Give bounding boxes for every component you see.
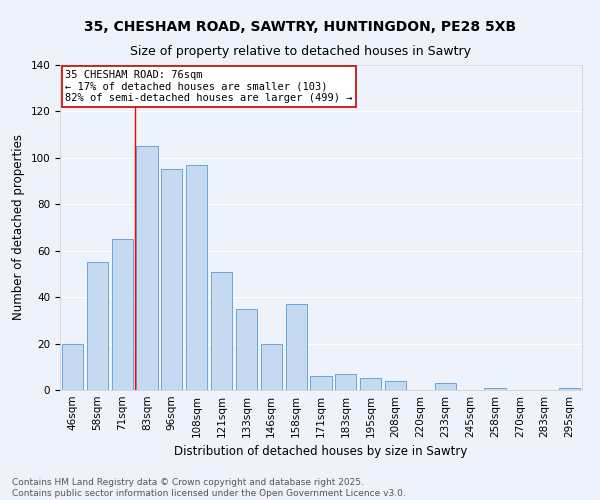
X-axis label: Distribution of detached houses by size in Sawtry: Distribution of detached houses by size …	[175, 446, 467, 458]
Y-axis label: Number of detached properties: Number of detached properties	[12, 134, 25, 320]
Bar	[261, 344, 282, 390]
Bar	[484, 388, 506, 390]
Bar	[186, 165, 207, 390]
Bar	[87, 262, 108, 390]
Bar	[360, 378, 381, 390]
Text: Contains HM Land Registry data © Crown copyright and database right 2025.
Contai: Contains HM Land Registry data © Crown c…	[12, 478, 406, 498]
Bar	[286, 304, 307, 390]
Bar	[310, 376, 332, 390]
Bar	[435, 383, 456, 390]
Bar	[385, 380, 406, 390]
Text: Size of property relative to detached houses in Sawtry: Size of property relative to detached ho…	[130, 45, 470, 58]
Bar	[136, 146, 158, 390]
Bar	[559, 388, 580, 390]
Text: 35 CHESHAM ROAD: 76sqm
← 17% of detached houses are smaller (103)
82% of semi-de: 35 CHESHAM ROAD: 76sqm ← 17% of detached…	[65, 70, 353, 103]
Bar	[62, 344, 83, 390]
Bar	[335, 374, 356, 390]
Bar	[161, 170, 182, 390]
Bar	[211, 272, 232, 390]
Text: 35, CHESHAM ROAD, SAWTRY, HUNTINGDON, PE28 5XB: 35, CHESHAM ROAD, SAWTRY, HUNTINGDON, PE…	[84, 20, 516, 34]
Bar	[236, 309, 257, 390]
Bar	[112, 239, 133, 390]
